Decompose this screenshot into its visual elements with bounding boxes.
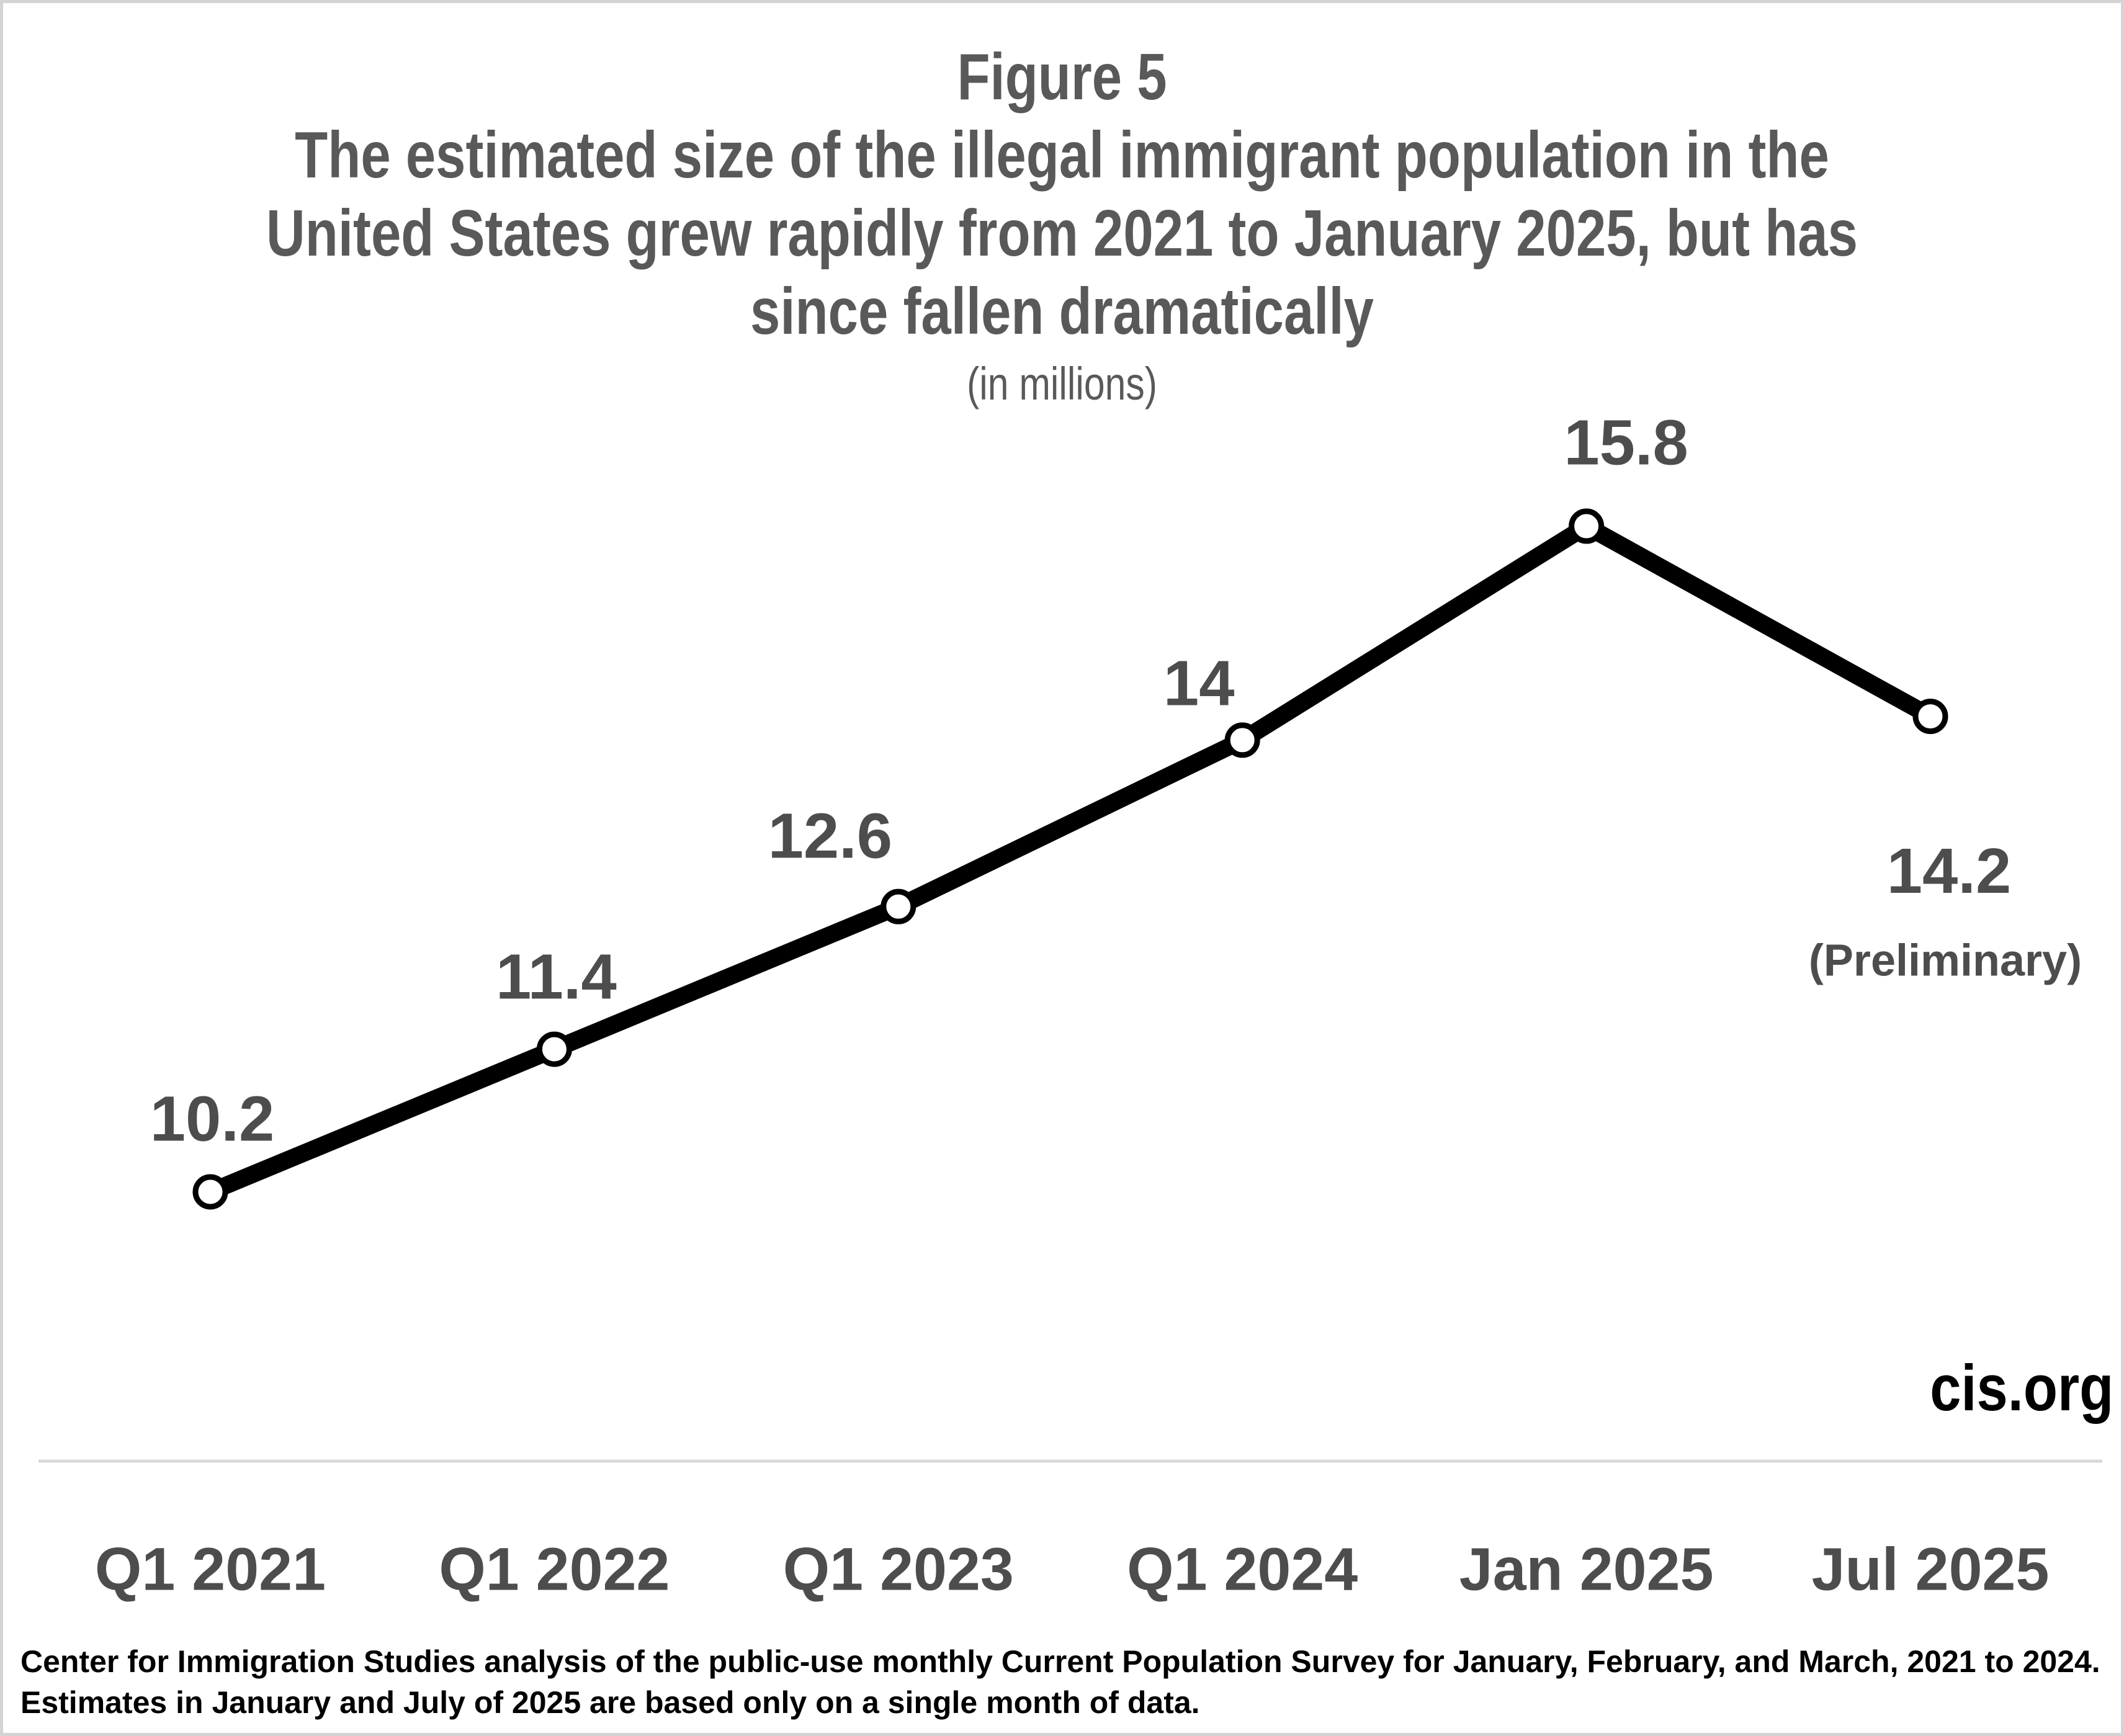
data-point-label: 14.2 xyxy=(1887,835,2011,906)
chart-title-line-3: since fallen dramatically xyxy=(750,275,1374,348)
data-point-marker-q1-2024 xyxy=(1224,722,1260,758)
line-chart-plot-area: 10.2 11.4 12.6 14 15.8 14.2 (Preliminary) Q1 20… xyxy=(38,407,2102,1603)
source-note-line-1: Center for Immigration Studies analysis … xyxy=(20,1644,2100,1679)
figure-number: Figure 5 xyxy=(957,40,1167,114)
x-axis-label-q1-2023: Q1 2023 xyxy=(783,1536,1014,1603)
data-point-marker-q1-2022 xyxy=(536,1031,572,1067)
data-point-marker-jan-2025 xyxy=(1569,508,1605,544)
data-point-marker-q1-2021 xyxy=(192,1174,228,1210)
x-axis-label-q1-2021: Q1 2021 xyxy=(95,1536,326,1603)
x-axis-label-q1-2022: Q1 2022 xyxy=(439,1536,670,1603)
data-point-marker-jul-2025 xyxy=(1912,699,1948,735)
data-point-label: 12.6 xyxy=(768,800,892,872)
source-note: Center for Immigration Studies analysis … xyxy=(20,1641,2100,1723)
data-point-label: 11.4 xyxy=(496,941,617,1013)
source-note-line-2: Estimates in January and July of 2025 ar… xyxy=(20,1685,1200,1720)
chart-title-block: Figure 5 The estimated size of the illeg… xyxy=(194,38,1930,418)
units-note: (in millions) xyxy=(967,358,1157,409)
x-axis-label-jan-2025: Jan 2025 xyxy=(1459,1536,1714,1603)
data-point-marker-q1-2023 xyxy=(881,888,916,924)
chart-title-line-2: United States grew rapidly from 2021 to … xyxy=(266,197,1858,270)
chart-title-line-1: The estimated size of the illegal immigr… xyxy=(295,119,1829,192)
data-point-label: 15.8 xyxy=(1564,407,1688,478)
cis-org-watermark: cis.org xyxy=(1929,1352,2113,1425)
x-axis-label-jul-2025: Jul 2025 xyxy=(1812,1536,2050,1603)
x-axis-label-q1-2024: Q1 2024 xyxy=(1127,1536,1358,1603)
data-point-label: 14 xyxy=(1163,647,1235,718)
population-trend-line xyxy=(207,516,1935,1200)
preliminary-note: (Preliminary) xyxy=(1809,936,2082,986)
data-point-label: 10.2 xyxy=(150,1083,274,1155)
